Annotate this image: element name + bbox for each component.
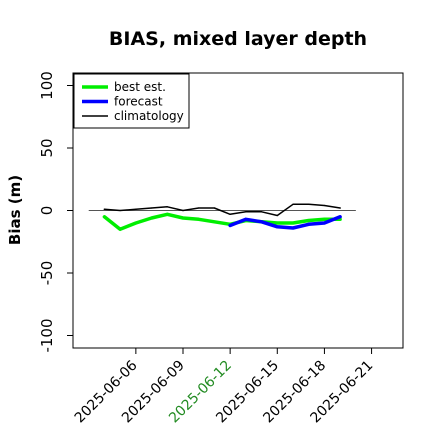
legend-label: climatology <box>114 109 184 123</box>
y-tick-label: 50 <box>38 138 56 157</box>
series-point <box>323 218 326 220</box>
series-point <box>182 217 184 219</box>
series-point <box>245 218 247 220</box>
series-point <box>276 226 278 228</box>
series-point <box>198 207 200 209</box>
series-point <box>119 228 121 230</box>
series-point <box>339 216 341 218</box>
series-point <box>323 222 326 224</box>
series-line-1 <box>102 212 342 232</box>
series-point <box>166 213 168 215</box>
series-point <box>166 206 168 208</box>
y-tick-label: -100 <box>38 318 56 352</box>
series-point <box>229 224 231 227</box>
series-point <box>135 208 137 210</box>
series-point <box>276 222 278 224</box>
plot-area: -100-500501002025-06-062025-06-092025-06… <box>38 71 404 426</box>
series-point <box>213 207 216 209</box>
series-point <box>119 209 121 212</box>
series-point <box>260 211 263 213</box>
chart-title: BIAS, mixed layer depth <box>109 28 367 50</box>
series-point <box>292 227 294 229</box>
series-point <box>182 209 184 212</box>
series-point <box>103 208 106 210</box>
series-point <box>213 221 216 223</box>
series-point <box>308 203 310 205</box>
series-point <box>323 204 326 207</box>
series-point <box>150 207 153 209</box>
y-tick-label: 0 <box>38 206 56 216</box>
series-point <box>150 217 153 219</box>
series-point <box>339 207 341 209</box>
y-axis-label: Bias (m) <box>6 175 24 245</box>
series-point <box>339 218 341 220</box>
series-point <box>135 222 137 224</box>
y-tick-label: 100 <box>38 71 56 100</box>
series-point <box>308 223 310 225</box>
series-line-2 <box>228 215 342 230</box>
series-point <box>198 218 200 220</box>
series-point <box>276 214 278 217</box>
y-tick-label: -50 <box>38 261 56 286</box>
series-point <box>229 213 231 215</box>
series-point <box>103 216 106 218</box>
legend-label: forecast <box>114 95 163 109</box>
series-point <box>292 222 294 224</box>
series-point <box>260 221 263 223</box>
legend-label: best est. <box>114 80 166 94</box>
series-line-3 <box>103 203 341 217</box>
series-point <box>245 211 247 213</box>
series-point <box>308 219 310 222</box>
series-point <box>292 203 294 205</box>
